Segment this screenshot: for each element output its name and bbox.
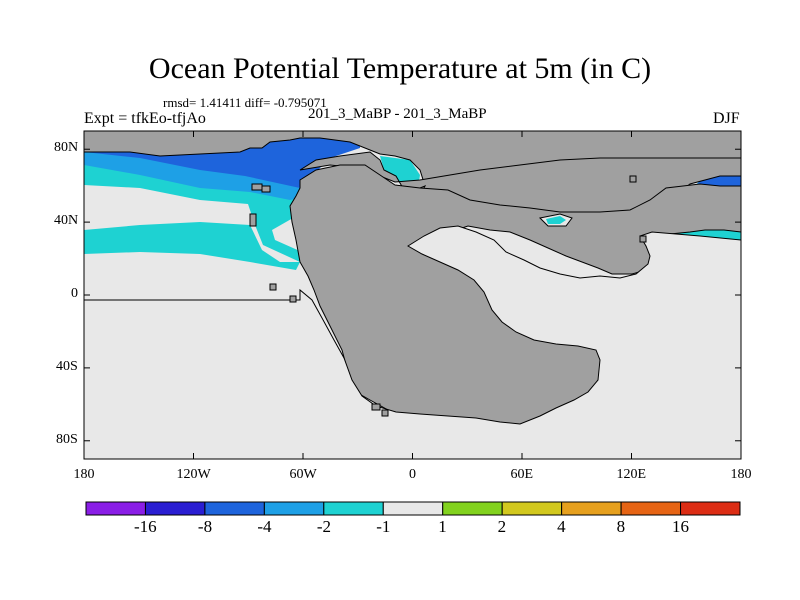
colorbar-swatch bbox=[85, 501, 146, 516]
stats-line: rmsd= 1.41411 diff= -0.795071 bbox=[163, 95, 327, 110]
x-tick-label: 60W bbox=[289, 467, 317, 482]
island bbox=[371, 403, 381, 411]
colorbar-swatch bbox=[501, 501, 563, 516]
axis-ticks bbox=[83, 131, 742, 459]
season-label: DJF bbox=[713, 110, 740, 127]
island bbox=[381, 409, 389, 417]
case-label: 201_3_MaBP - 201_3_MaBP bbox=[308, 106, 487, 122]
colorbar-swatch bbox=[680, 501, 741, 516]
colorbar-swatch bbox=[442, 501, 503, 516]
island bbox=[269, 283, 277, 291]
experiment-label: Expt = tfkEo-tfjAo bbox=[84, 110, 206, 127]
x-tick-label: 180 bbox=[730, 467, 752, 482]
colorbar-label: 1 bbox=[438, 517, 447, 536]
island bbox=[249, 213, 257, 227]
colorbar-swatch bbox=[620, 501, 682, 516]
inland-sea bbox=[84, 225, 741, 459]
island bbox=[639, 235, 647, 243]
y-tick-label: 40N bbox=[54, 213, 79, 229]
colorbar-label: 2 bbox=[497, 517, 507, 536]
island bbox=[251, 183, 263, 191]
colorbar-label: 8 bbox=[616, 517, 626, 536]
x-tick-label: 120W bbox=[176, 467, 211, 482]
x-tick-label: 60E bbox=[510, 467, 534, 482]
colorbar-label: 4 bbox=[557, 517, 566, 536]
colorbar-swatch bbox=[382, 501, 444, 516]
colorbar-label: -16 bbox=[133, 517, 157, 536]
island bbox=[629, 175, 637, 183]
island bbox=[261, 185, 271, 193]
y-tick-label: 80S bbox=[56, 431, 78, 447]
colorbar bbox=[85, 501, 741, 516]
north-lake-core bbox=[546, 216, 566, 224]
chart-title: Ocean Potential Temperature at 5m (in C) bbox=[148, 52, 652, 85]
y-tick-label: 0 bbox=[71, 286, 78, 301]
x-tick-label: 0 bbox=[409, 467, 416, 482]
colorbar-swatch bbox=[263, 501, 325, 516]
colorbar-label: -2 bbox=[316, 517, 331, 536]
colorbar-label: -1 bbox=[376, 517, 391, 536]
y-tick-label: 80N bbox=[54, 140, 79, 156]
x-tick-label: 180 bbox=[73, 467, 95, 482]
anomaly-cyan-west-lower bbox=[84, 222, 300, 270]
colorbar-label: 16 bbox=[672, 517, 690, 536]
colorbar-swatch bbox=[323, 501, 384, 516]
map-field bbox=[84, 131, 741, 459]
anomaly-cyan-band-west bbox=[84, 160, 302, 262]
colorbar-label: -8 bbox=[197, 517, 213, 536]
colorbar-swatch bbox=[204, 501, 265, 516]
y-tick-label: 40S bbox=[56, 358, 78, 374]
x-tick-label: 120E bbox=[616, 467, 647, 482]
anomaly-lightblue-band-west bbox=[84, 152, 300, 200]
island bbox=[289, 295, 297, 303]
colorbar-swatch bbox=[144, 501, 206, 516]
colorbar-swatch bbox=[561, 501, 622, 516]
colorbar-label: -4 bbox=[257, 517, 272, 536]
